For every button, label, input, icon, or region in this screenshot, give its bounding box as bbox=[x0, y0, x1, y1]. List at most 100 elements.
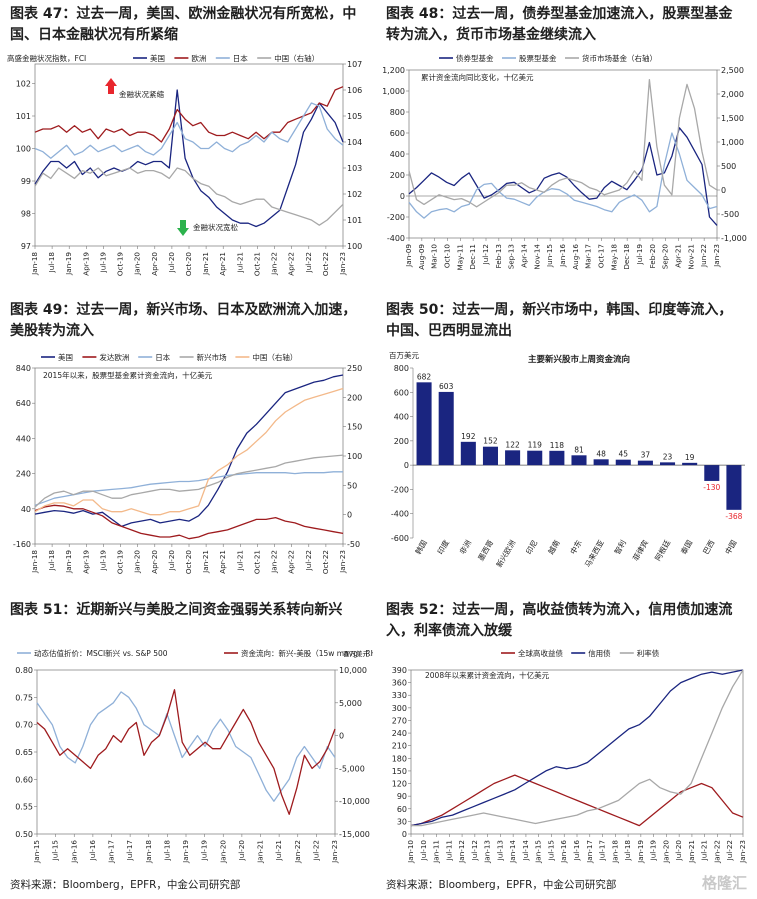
fig50-category-label: 泰国 bbox=[678, 538, 694, 556]
fig49-series-line bbox=[34, 374, 344, 528]
fig50-bar bbox=[482, 446, 498, 466]
fig47-x-tick: Jan-22 bbox=[270, 252, 279, 276]
fig47-series-line bbox=[34, 86, 344, 143]
fig48-x-tick: Feb-13 bbox=[494, 244, 503, 268]
fig47-x-tick: Oct-22 bbox=[321, 252, 330, 276]
fig48-yleft-tick: 1,000 bbox=[382, 87, 405, 96]
fig52-yleft-tick: 120 bbox=[392, 780, 407, 789]
fig50-value-label: 122 bbox=[505, 440, 520, 449]
fig52-x-tick: Jan-12 bbox=[457, 840, 466, 864]
fig52-yleft-tick: 30 bbox=[397, 817, 407, 826]
fig48-x-tick: Dec-18 bbox=[622, 244, 631, 270]
fig50-value-label: 152 bbox=[483, 437, 498, 446]
fig48-x-tick: Nov-14 bbox=[532, 244, 541, 270]
fig49-x-tick: Oct-19 bbox=[116, 550, 125, 575]
fig51-series-line bbox=[36, 691, 336, 802]
fig51-yright-tick: 10,000 bbox=[339, 666, 367, 675]
fig48-x-tick: Aug-09 bbox=[417, 244, 426, 270]
fig51-x-tick: Jan-21 bbox=[256, 840, 265, 864]
fig47-x-tick: Jul-22 bbox=[304, 252, 313, 273]
fig52-x-tick: Jan-13 bbox=[483, 840, 492, 864]
fig50-bar bbox=[549, 450, 565, 466]
fig47-series-line bbox=[34, 167, 344, 226]
fig51-yleft-tick: 0.50 bbox=[15, 830, 33, 839]
fig51-x-tick: Jul-18 bbox=[162, 840, 171, 862]
fig49-yright-tick: 100 bbox=[347, 452, 362, 461]
fig49-x-tick: Jan-18 bbox=[30, 550, 39, 574]
fig48-yleft-tick: 200 bbox=[390, 171, 405, 180]
fig49-x-tick: Apr-22 bbox=[287, 550, 296, 574]
fig49-x-tick: Jan-21 bbox=[201, 550, 210, 574]
fig48-yleft-tick: -200 bbox=[387, 213, 405, 222]
fig52-legend-label: 信用债 bbox=[588, 648, 611, 658]
fig47-yleft-tick: 101 bbox=[16, 112, 31, 121]
fig51-x-tick: Jan-22 bbox=[293, 840, 302, 864]
fig49-title: 图表 49：过去一周，新兴市场、日本及欧洲流入加速，美股转为流入 bbox=[10, 302, 357, 339]
down-arrow-icon bbox=[177, 220, 189, 236]
fig49-yleft-tick: -160 bbox=[13, 540, 31, 549]
fig47-annotation-tight: 金融状况紧缩 bbox=[119, 89, 164, 99]
fig50-value-label: -130 bbox=[703, 483, 720, 492]
fig47-x-tick: Oct-21 bbox=[252, 252, 261, 276]
fig49-yleft-tick: 440 bbox=[16, 434, 31, 443]
fig52-series-line bbox=[411, 669, 744, 827]
fig50-category-label: 马来西亚 bbox=[583, 538, 606, 569]
fig49-plot-frame bbox=[34, 367, 344, 545]
fig50-bar bbox=[505, 450, 521, 466]
fig50-bar bbox=[637, 460, 653, 466]
fig50-y-tick: 800 bbox=[394, 364, 409, 373]
fig47-x-tick: Jul-20 bbox=[167, 252, 176, 274]
fig47-yleft-tick: 102 bbox=[16, 80, 31, 89]
fig51-yright-tick: -10,000 bbox=[339, 797, 370, 806]
watermark-logo: 格隆汇 bbox=[701, 874, 747, 892]
fig48-x-tick: Apr-14 bbox=[520, 244, 529, 268]
fig51-x-tick: Jul-15 bbox=[51, 840, 60, 861]
fig52-x-tick: Jan-16 bbox=[559, 840, 568, 864]
fig52-x-tick: Jul-19 bbox=[649, 840, 658, 862]
fig51-yleft-tick: 0.75 bbox=[15, 693, 33, 702]
fig47-chart: 97 98 99 100 101 102 100 101 102 103 104 105 106 107 J… bbox=[7, 53, 362, 276]
fig48-x-tick: Jan-09 bbox=[404, 244, 413, 268]
fig50-category-label: 印度 bbox=[435, 538, 451, 556]
fig50-bar bbox=[527, 450, 543, 466]
fig50-value-label: 81 bbox=[574, 445, 584, 454]
fig47-x-tick: Jul-19 bbox=[98, 252, 107, 274]
fig48-x-tick: Jun-22 bbox=[699, 244, 708, 268]
fig47-series-line bbox=[34, 102, 344, 159]
fig49-yright-tick: 150 bbox=[347, 423, 362, 432]
fig50-value-label: 37 bbox=[641, 451, 651, 460]
fig50-category-label: 菲律宾 bbox=[630, 538, 650, 563]
fig52-x-tick: Jan-22 bbox=[712, 840, 721, 864]
fig48-yleft-tick: 800 bbox=[390, 108, 405, 117]
fig47-series-line bbox=[34, 89, 344, 228]
fig49-legend-label: 中国（右轴） bbox=[252, 352, 297, 362]
fig49-x-tick: Oct-20 bbox=[184, 550, 193, 575]
fig48-yleft-tick: 400 bbox=[390, 150, 405, 159]
fig50-category-label: 非洲 bbox=[457, 538, 473, 556]
fig51-x-tick: Jan-18 bbox=[144, 840, 153, 864]
fig50-value-label: 119 bbox=[528, 441, 543, 450]
fig51-yleft-tick: 0.55 bbox=[15, 803, 33, 812]
fig48-x-tick: Mar-17 bbox=[584, 244, 593, 269]
fig50-bar bbox=[660, 462, 676, 466]
fig51-x-tick: Jan-20 bbox=[218, 840, 227, 864]
fig52-yleft-tick: 300 bbox=[392, 704, 407, 713]
fig47-x-tick: Apr-22 bbox=[287, 252, 296, 276]
fig49-yright-tick: 200 bbox=[347, 393, 362, 402]
fig52-legend-label: 利率债 bbox=[637, 648, 660, 658]
source-note-left: 资料来源：Bloomberg，EPFR，中金公司研究部 bbox=[10, 879, 241, 891]
fig52-legend-label: 全球高收益债 bbox=[518, 648, 563, 658]
fig50-value-label: 603 bbox=[439, 382, 454, 391]
fig48-yright-tick: 1,500 bbox=[721, 114, 744, 123]
fig47-x-tick: Jul-21 bbox=[235, 252, 244, 273]
fig48-x-tick: Jun-15 bbox=[545, 244, 554, 268]
fig48-yleft-tick: 1,200 bbox=[382, 66, 405, 75]
fig50-value-label: 48 bbox=[596, 449, 606, 458]
fig48-series-line bbox=[408, 132, 718, 219]
fig47-yleft-tick: 99 bbox=[21, 177, 31, 186]
fig52-x-tick: Jul-12 bbox=[470, 840, 479, 861]
fig47-legend-label: 日本 bbox=[233, 53, 248, 63]
fig52-yleft-tick: 90 bbox=[397, 792, 407, 801]
fig51-x-tick: Jul-16 bbox=[88, 840, 97, 862]
fig49-x-tick: Jul-21 bbox=[235, 550, 244, 571]
